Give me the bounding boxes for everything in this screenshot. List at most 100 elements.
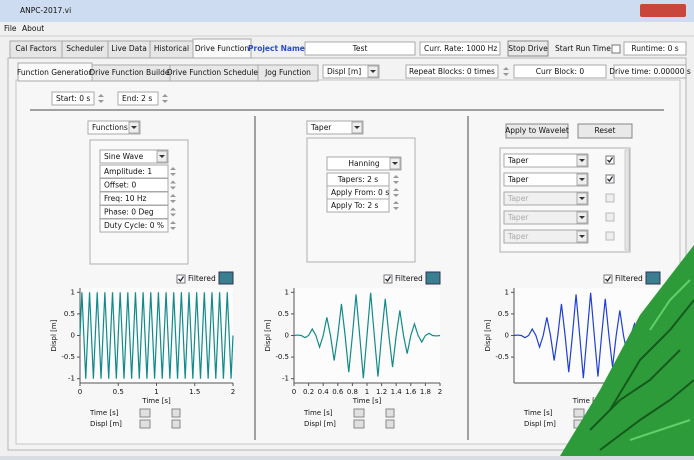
checkbox[interactable] [606,175,614,183]
function-param-text: Offset: 0 [104,181,136,190]
tab-label[interactable]: Historical [154,44,189,53]
subtab-label[interactable]: Jog Function [264,68,311,77]
apply-wavelet-label[interactable]: Apply to Wavelet [505,126,569,135]
x-tick-label: 0.6 [332,388,344,396]
function-param-text: Duty Cycle: 0 % [104,221,164,230]
x-tick-label: 1 [365,388,369,396]
x-tick-label: 0.8 [347,388,358,396]
pan-icon[interactable] [386,420,394,428]
taper-param-text: Apply From: 0 s [331,188,389,197]
title-bar [0,0,694,22]
scrollbar[interactable] [625,150,629,250]
window-controls[interactable] [640,4,686,17]
y-axis-label: Displ [m] [484,319,492,351]
y-tick-label: 0.5 [498,310,509,318]
checkbox[interactable] [606,194,614,202]
cursor-x-label: Time [s] [523,409,553,417]
cursor-x-label: Time [s] [89,409,119,417]
menu-item[interactable]: File [4,24,17,33]
x-tick-label: 2 [438,388,442,396]
menu-item[interactable]: About [22,24,44,33]
y-axis-label: Displ [m] [264,319,272,351]
subtab-label[interactable]: Function Generation [17,68,93,77]
wavelet-row-dropdown-text: Taper [507,175,529,184]
checkbox[interactable] [606,213,614,221]
end-field-text: End: 2 s [122,94,152,103]
wavelet-row-dropdown-text: Taper [507,194,529,203]
y-tick-label: 0.5 [278,310,289,318]
checkbox[interactable] [612,45,620,53]
format-icon[interactable] [354,409,364,417]
y-tick-label: 1 [71,288,75,296]
x-axis-label: Time [s] [141,397,171,405]
zoom-icon[interactable] [172,409,180,417]
x-tick-label: 0 [292,388,296,396]
zoom-icon[interactable] [386,409,394,417]
x-tick-label: 0.5 [113,388,124,396]
checkbox[interactable] [606,232,614,240]
repeat-blocks-text: Repeat Blocks: 0 times [409,67,495,76]
filtered-label: Filtered [615,274,643,283]
wavelet-row-dropdown-text: Taper [507,213,529,222]
project-name-label: Project Name [248,44,305,53]
format-icon[interactable] [140,420,150,428]
y-tick-label: 1 [285,288,289,296]
x-axis-label: Time [s] [352,397,382,405]
y-tick-label: 0 [285,332,289,340]
window-title: ANPC-2017.vi [20,6,71,15]
functions-dropdown-text: Functions [92,123,128,132]
x-tick-label: 1 [154,388,158,396]
wavelet-row-dropdown-text: Taper [507,232,529,241]
start-run-time-label: Start Run Time [555,44,611,53]
filtered-label: Filtered [395,274,423,283]
checkbox[interactable] [604,275,612,283]
screenshot: ANPC-2017.viFile About Cal Factors Schedule… [0,0,694,456]
taper-dropdown-text: Taper [310,123,332,132]
runtime-text: Runtime: 0 s [631,44,678,53]
plot-icon[interactable] [426,272,440,284]
filtered-label: Filtered [188,274,216,283]
taper-param-text: Tapers: 2 s [337,175,378,184]
pan-icon[interactable] [172,420,180,428]
curr-block-text: Curr Block: 0 [536,67,585,76]
y-tick-label: -0.5 [61,353,75,361]
checkbox[interactable] [384,275,392,283]
x-tick-label: 0.4 [318,388,330,396]
tab-label[interactable]: Scheduler [66,44,104,53]
y-tick-label: 0 [505,332,509,340]
subtab-label[interactable]: Drive Function Scheduler [167,68,262,77]
checkbox[interactable] [606,156,614,164]
reset-label[interactable]: Reset [595,126,616,135]
y-tick-label: -1 [68,375,75,383]
units-dropdown-text: Displ [m] [327,67,361,76]
x-tick-label: 0.2 [303,388,314,396]
drive-time-text: Drive time: 0.00000 s [609,67,691,76]
stop-drive-label[interactable]: Stop Drive [508,44,548,53]
y-tick-label: 0.5 [64,310,75,318]
x-tick-label: 1.8 [420,388,431,396]
tab-label[interactable]: Live Data [111,44,147,53]
wavelet-row-dropdown-text: Taper [507,156,529,165]
tab-label[interactable]: Drive Function [195,44,250,53]
y-axis-label: Displ [m] [50,319,58,351]
format-icon[interactable] [354,420,364,428]
y-tick-label: -1 [282,375,289,383]
tab-label[interactable]: Cal Factors [15,44,56,53]
cursor-y-label: Displ [m] [90,420,122,428]
project-name-field-text: Test [352,44,368,53]
checkbox[interactable] [177,275,185,283]
cursor-x-label: Time [s] [303,409,333,417]
plot-icon[interactable] [219,272,233,284]
y-tick-label: -0.5 [495,353,509,361]
plot-icon[interactable] [646,272,660,284]
function-param-text: Freq: 10 Hz [104,194,147,203]
format-icon[interactable] [574,409,584,417]
function-param-text: Phase: 0 Deg [104,208,154,217]
content: ANPC-2017.viFile About Cal Factors Schedule… [4,6,691,428]
format-icon[interactable] [140,409,150,417]
cursor-y-label: Displ [m] [524,420,556,428]
cursor-y-label: Displ [m] [304,420,336,428]
x-tick-label: 1.5 [189,388,200,396]
curr-rate-text: Curr. Rate: 1000 Hz [424,44,497,53]
subtab-label[interactable]: Drive Function Builder [89,68,173,77]
